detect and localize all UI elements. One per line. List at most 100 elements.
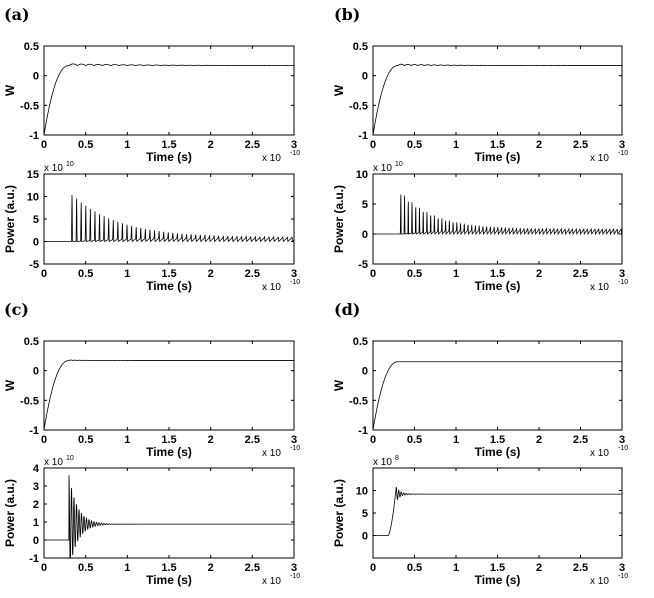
y-tick-label: 0.5 [24, 41, 39, 53]
x-tick-label: 1.5 [490, 139, 505, 151]
y-tick-label: 0 [362, 366, 368, 378]
x-tick-label: 1 [453, 434, 459, 446]
y-tick-label: 5 [362, 508, 368, 520]
y-tick-label: -1 [29, 425, 39, 437]
x-tick-label: 1.5 [161, 562, 176, 574]
x-axis-label: Time (s) [146, 573, 192, 587]
y-exponent: x 10 [44, 163, 63, 174]
series-line-w [372, 63, 622, 136]
x-tick-label: 1 [453, 268, 459, 280]
y-tick-label: -0.5 [20, 100, 39, 112]
plot-frame [372, 340, 623, 431]
panel-label: (c) [4, 300, 29, 319]
x-exponent-power: -10 [618, 150, 628, 157]
x-tick-label: 0.5 [78, 562, 93, 574]
x-tick-label: 2 [208, 268, 214, 280]
x-exponent-power: -10 [290, 445, 300, 452]
x-tick-label: 2 [208, 139, 214, 151]
x-exponent-power: -10 [618, 445, 628, 452]
x-tick-label: 1.5 [490, 268, 505, 280]
x-exponent: x 10 [590, 153, 609, 164]
series-line-w [43, 359, 294, 431]
x-exponent: x 10 [590, 448, 609, 459]
y-tick-label: 0 [33, 366, 39, 378]
x-tick-label: 0.5 [78, 434, 93, 446]
x-tick-label: 3 [619, 562, 625, 574]
x-exponent-power: -10 [618, 573, 628, 580]
x-axis-label: Time (s) [146, 279, 192, 293]
y-tick-label: 15 [27, 169, 39, 181]
chart-d-top: (d) 0 0.5 1 1.5 2 2.5 3 -1 -0.5 0 0.5 Time (s) Wx 10 -… [332, 300, 628, 459]
y-exponent: x 10 [373, 163, 392, 174]
y-tick-label: -0.5 [349, 100, 368, 112]
panel-label: (a) [4, 5, 30, 24]
x-tick-label: 0 [370, 268, 376, 280]
x-tick-label: 2.5 [573, 268, 588, 280]
x-tick-label: 1 [453, 139, 459, 151]
y-tick-label: 0 [33, 71, 39, 83]
y-exponent-power: 8 [395, 455, 399, 462]
chart-a-top: (a) 0 0.5 1 1.5 2 2.5 3 -1 -0.5 0 0.5 Time (s) Wx 10 -… [3, 5, 300, 164]
x-tick-label: 0 [370, 139, 376, 151]
x-tick-label: 0.5 [78, 268, 93, 280]
x-exponent-power: -10 [618, 279, 628, 286]
y-axis-label: Power (a.u.) [3, 185, 17, 253]
x-tick-label: 1 [124, 268, 130, 280]
x-tick-label: 2 [536, 562, 542, 574]
x-tick-label: 3 [619, 434, 625, 446]
x-tick-label: 3 [291, 562, 297, 574]
x-exponent: x 10 [262, 576, 281, 587]
y-exponent-power: 10 [66, 161, 74, 168]
x-tick-label: 0 [41, 268, 47, 280]
x-tick-label: 2 [208, 562, 214, 574]
x-tick-label: 3 [619, 139, 625, 151]
x-tick-label: 2 [536, 139, 542, 151]
x-tick-label: 1.5 [161, 434, 176, 446]
x-axis-label: Time (s) [475, 150, 521, 164]
y-axis-label: W [332, 379, 346, 391]
x-tick-label: 1 [124, 562, 130, 574]
y-tick-label: 5 [33, 214, 39, 226]
series-line-w [372, 361, 622, 431]
series-line-power [44, 194, 295, 243]
y-tick-label: 0 [33, 535, 39, 547]
x-tick-label: 3 [291, 434, 297, 446]
x-tick-label: 1.5 [490, 434, 505, 446]
x-tick-label: 2.5 [573, 434, 588, 446]
chart-d-bottom: 0 0.5 1 1.5 2 2.5 3 0 5 10 Time (s) Power (a.u.) x 1… [332, 455, 628, 587]
y-tick-label: 0.5 [353, 336, 368, 348]
x-exponent: x 10 [262, 448, 281, 459]
x-tick-label: 2.5 [573, 562, 588, 574]
y-tick-label: 0.5 [24, 336, 39, 348]
y-exponent-power: 10 [395, 161, 403, 168]
panel-label: (d) [334, 300, 360, 319]
y-tick-label: 0 [362, 71, 368, 83]
x-axis-label: Time (s) [146, 445, 192, 459]
y-axis-label: Power (a.u.) [332, 479, 346, 547]
x-exponent: x 10 [590, 282, 609, 293]
x-axis-label: Time (s) [146, 150, 192, 164]
y-tick-label: 0 [33, 237, 39, 249]
x-tick-label: 1 [124, 139, 130, 151]
plot-frame [372, 173, 623, 265]
y-exponent-power: 10 [66, 455, 74, 462]
y-tick-label: 10 [356, 486, 368, 498]
y-axis-label: W [332, 84, 346, 96]
x-tick-label: 2 [536, 434, 542, 446]
y-tick-label: 3 [33, 481, 39, 493]
x-tick-label: 0 [41, 434, 47, 446]
plot-frame [372, 467, 623, 559]
x-exponent: x 10 [262, 282, 281, 293]
y-tick-label: -0.5 [20, 395, 39, 407]
y-tick-label: -0.5 [349, 395, 368, 407]
x-tick-label: 1.5 [490, 562, 505, 574]
x-exponent-power: -10 [290, 573, 300, 580]
x-tick-label: 0 [370, 562, 376, 574]
x-axis-label: Time (s) [475, 573, 521, 587]
series-line-power [373, 486, 622, 536]
y-exponent: x 10 [373, 457, 392, 468]
x-tick-label: 0.5 [407, 268, 422, 280]
series-line-power [44, 475, 294, 559]
